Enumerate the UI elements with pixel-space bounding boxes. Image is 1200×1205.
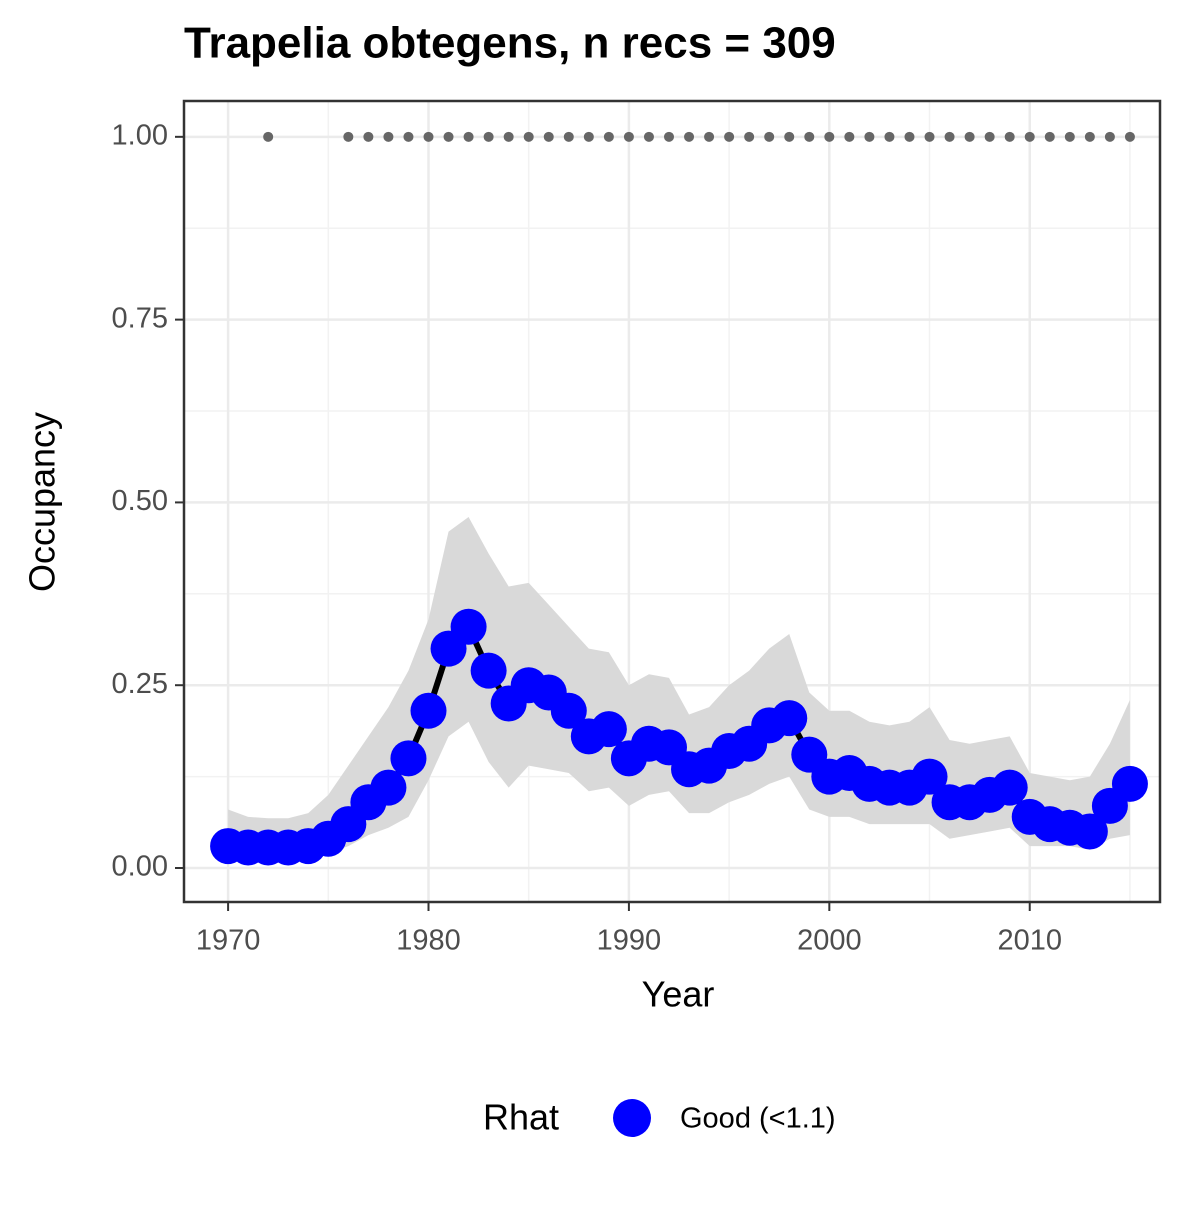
record-dot: [363, 131, 374, 142]
record-dot: [503, 131, 514, 142]
point: [590, 711, 627, 748]
point: [390, 740, 427, 777]
record-dot: [263, 131, 274, 142]
record-dot: [603, 131, 614, 142]
y-axis-label: Occupancy: [22, 412, 63, 592]
y-tick-label: 0.50: [112, 485, 168, 517]
record-dot: [563, 131, 574, 142]
record-dot: [643, 131, 654, 142]
record-dot: [1064, 131, 1075, 142]
record-dot: [684, 131, 695, 142]
record-dot: [423, 131, 434, 142]
plot-border: [182, 99, 1162, 904]
record-dot: [483, 131, 494, 142]
record-dot: [543, 131, 554, 142]
y-tick-label: 0.00: [112, 851, 168, 883]
point: [550, 692, 587, 729]
record-dot: [924, 131, 935, 142]
record-dot: [523, 131, 534, 142]
point: [410, 692, 447, 729]
record-dot: [443, 131, 454, 142]
x-tick-label: 2010: [997, 925, 1062, 957]
record-dot: [824, 131, 835, 142]
record-dot: [463, 131, 474, 142]
record-dot: [764, 131, 775, 142]
record-dot: [1004, 131, 1015, 142]
x-tick-label: 1980: [396, 925, 461, 957]
record-dot: [984, 131, 995, 142]
record-dot: [1104, 131, 1115, 142]
record-dot: [1024, 131, 1035, 142]
record-dot: [724, 131, 735, 142]
point: [470, 652, 507, 689]
chart-title: Trapelia obtegens, n recs = 309: [184, 19, 836, 68]
point: [1111, 765, 1148, 802]
record-dot: [704, 131, 715, 142]
point: [991, 769, 1028, 806]
legend-title: Rhat: [483, 1097, 559, 1138]
x-tick-label: 1990: [597, 925, 662, 957]
x-axis-label: Year: [642, 974, 715, 1015]
x-tick-label: 2000: [797, 925, 862, 957]
record-dot: [663, 131, 674, 142]
x-tick-label: 1970: [196, 925, 261, 957]
point: [771, 700, 808, 737]
record-dot: [804, 131, 815, 142]
y-tick-label: 0.75: [112, 302, 168, 334]
legend-label: Good (<1.1): [680, 1103, 836, 1135]
point: [370, 769, 407, 806]
record-dot: [383, 131, 394, 142]
record-dot: [623, 131, 634, 142]
record-dot: [964, 131, 975, 142]
y-tick-label: 1.00: [112, 119, 168, 151]
record-dot: [904, 131, 915, 142]
record-dot: [944, 131, 955, 142]
record-dot: [343, 131, 354, 142]
record-dot: [844, 131, 855, 142]
legend-marker: [613, 1099, 651, 1137]
record-dot: [784, 131, 795, 142]
point: [450, 608, 487, 645]
record-dot: [583, 131, 594, 142]
record-dot: [403, 131, 414, 142]
point: [911, 758, 948, 795]
record-dot: [1044, 131, 1055, 142]
record-dot: [1124, 131, 1135, 142]
record-dot: [1084, 131, 1095, 142]
record-dot: [884, 131, 895, 142]
record-dot: [744, 131, 755, 142]
record-dot: [864, 131, 875, 142]
y-tick-label: 0.25: [112, 668, 168, 700]
point: [1071, 813, 1108, 850]
